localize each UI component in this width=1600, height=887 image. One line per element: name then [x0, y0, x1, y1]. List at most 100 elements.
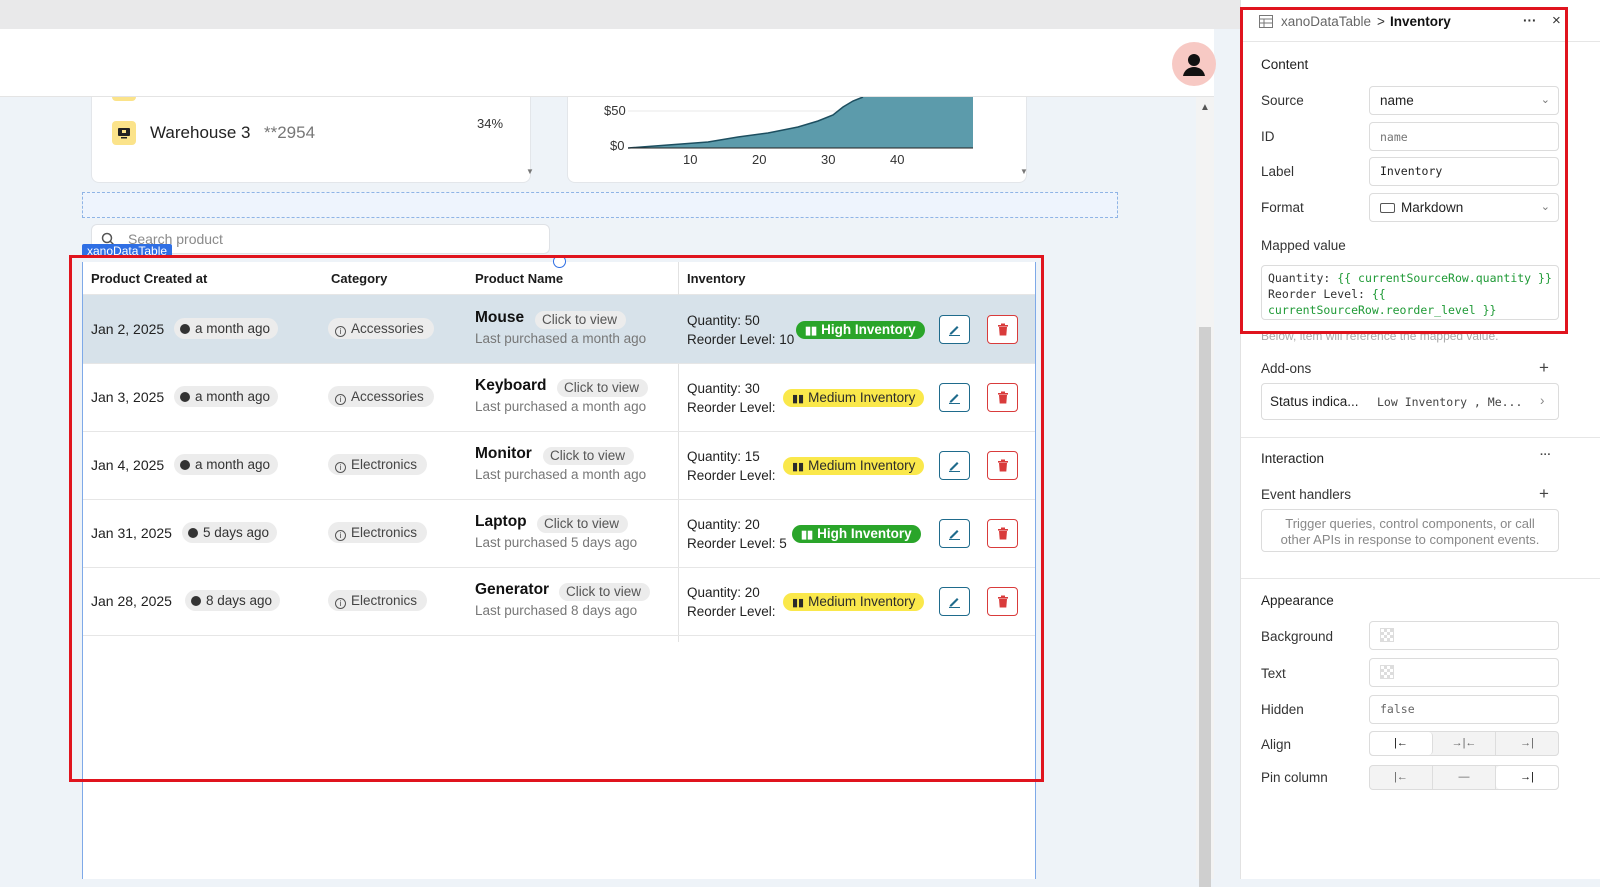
align-right-icon[interactable]: →|: [1520, 737, 1534, 749]
clock-icon: [180, 392, 190, 402]
delete-button[interactable]: [987, 383, 1018, 412]
edit-button[interactable]: [939, 315, 970, 344]
addon-name: Status indica...: [1270, 394, 1359, 409]
click-to-view-link[interactable]: Click to view: [537, 515, 629, 533]
code-text: Reorder Level:: [1268, 287, 1372, 301]
info-icon: i: [335, 326, 346, 337]
category-badge: i Electronics: [328, 454, 428, 475]
more-options-icon[interactable]: ···: [1540, 449, 1551, 461]
data-table: Product Created at Category Product Name…: [82, 262, 1036, 879]
hidden-input[interactable]: false: [1369, 695, 1559, 724]
last-purchased: Last purchased a month ago: [475, 331, 647, 346]
scroll-thumb[interactable]: [1199, 327, 1211, 887]
pin-none-icon[interactable]: —: [1433, 766, 1496, 789]
category-badge: i Electronics: [328, 522, 428, 543]
background-color-picker[interactable]: [1369, 621, 1559, 650]
bar-chart-icon: ▮▮: [792, 393, 805, 405]
component-label[interactable]: xanoDataTable: [82, 244, 173, 258]
user-avatar[interactable]: [1172, 42, 1216, 86]
chart-ytick: $0: [610, 138, 625, 153]
delete-button[interactable]: [987, 519, 1018, 548]
drop-zone[interactable]: [82, 192, 1118, 218]
bar-chart-icon: ▮▮: [805, 325, 818, 337]
hidden-label: Hidden: [1261, 702, 1304, 717]
table-header: Product Created at Category Product Name…: [83, 262, 1035, 295]
quantity-text: Quantity: 15: [687, 449, 760, 464]
scroll-down-icon[interactable]: ▼: [1020, 167, 1028, 176]
inventory-cell: Quantity: 20 Reorder Level: 5: [687, 515, 791, 555]
format-select[interactable]: Markdown ⌄: [1369, 193, 1559, 222]
add-event-handler-icon[interactable]: +: [1539, 484, 1549, 503]
edit-button[interactable]: [939, 451, 970, 480]
category-text: Accessories: [351, 321, 424, 336]
chart-ytick: $50: [604, 103, 626, 118]
canvas-scrollbar[interactable]: ▲: [1196, 97, 1214, 887]
info-icon: i: [335, 462, 346, 473]
code-text: Quantity:: [1268, 271, 1338, 285]
align-center-icon[interactable]: →|←: [1433, 732, 1496, 755]
delete-button[interactable]: [987, 451, 1018, 480]
time-ago-badge: a month ago: [174, 318, 279, 339]
label-input[interactable]: Inventory: [1369, 157, 1559, 186]
close-icon[interactable]: ×: [1552, 12, 1561, 29]
delete-button[interactable]: [987, 315, 1018, 344]
mapped-value-hint: Below, item will reference the mapped va…: [1261, 329, 1499, 343]
chevron-down-icon: ⌄: [1540, 94, 1550, 106]
edit-button[interactable]: [939, 587, 970, 616]
chart-xtick: 30: [821, 152, 836, 167]
status-text: Medium Inventory: [808, 390, 916, 405]
breadcrumb-parent[interactable]: xanoDataTable: [1281, 14, 1372, 29]
bar-chart-icon: ▮▮: [792, 597, 805, 609]
divider: [1241, 437, 1600, 438]
category-text: Accessories: [351, 389, 424, 404]
status-text: Medium Inventory: [808, 458, 916, 473]
pencil-icon: [949, 530, 960, 540]
more-options-icon[interactable]: ···: [1523, 13, 1537, 28]
source-select[interactable]: name ⌄: [1369, 86, 1559, 115]
click-to-view-link[interactable]: Click to view: [557, 379, 649, 397]
clock-icon: [188, 528, 198, 538]
section-title-content: Content: [1261, 57, 1309, 72]
inventory-cell: Quantity: 15 Reorder Level: 5: [687, 447, 779, 487]
reorder-text: Reorder Level: 5: [687, 536, 787, 551]
trash-icon: [997, 527, 1008, 540]
pencil-icon: [949, 326, 960, 336]
reorder-text: Reorder Level: 10: [687, 332, 795, 347]
align-left-icon[interactable]: |←: [1370, 732, 1433, 755]
column-header-category[interactable]: Category: [331, 271, 388, 286]
addon-item[interactable]: Status indica... Low Inventory , Me... ›: [1261, 383, 1559, 420]
quantity-text: Quantity: 20: [687, 585, 760, 600]
click-to-view-link[interactable]: Click to view: [559, 583, 651, 601]
click-to-view-link[interactable]: Click to view: [543, 447, 635, 465]
status-badge: ▮▮ High Inventory: [796, 321, 925, 339]
edit-button[interactable]: [939, 519, 970, 548]
align-segmented-control: |← →|← →|: [1369, 731, 1559, 756]
table-row[interactable]: Jan 2, 2025 a month ago i Accessories Mou…: [83, 295, 1035, 364]
click-to-view-link[interactable]: Click to view: [535, 311, 627, 329]
table-row[interactable]: Jan 28, 2025 8 days ago i Electronics Gen…: [83, 567, 1035, 636]
warehouse-code: **2954: [264, 123, 316, 142]
table-row[interactable]: Jan 4, 2025 a month ago i Electronics Mon…: [83, 431, 1035, 500]
id-input[interactable]: [1369, 122, 1559, 151]
column-header-product-name[interactable]: Product Name: [475, 271, 564, 286]
resize-handle[interactable]: [553, 255, 566, 268]
divider: [1241, 41, 1600, 42]
text-color-picker[interactable]: [1369, 658, 1559, 687]
table-row[interactable]: Jan 3, 2025 a month ago i Accessories Key…: [83, 363, 1035, 432]
reorder-text: Reorder Level: 1: [687, 400, 779, 415]
color-swatch: [1380, 628, 1394, 642]
scroll-up-icon[interactable]: ▲: [1200, 102, 1210, 113]
column-header-inventory[interactable]: Inventory: [687, 271, 746, 286]
column-divider: [678, 262, 679, 642]
scroll-down-icon[interactable]: ▼: [526, 167, 534, 176]
mapped-value-editor[interactable]: Quantity: {{ currentSourceRow.quantity }…: [1261, 265, 1559, 320]
add-addon-icon[interactable]: +: [1539, 358, 1549, 377]
delete-button[interactable]: [987, 587, 1018, 616]
pin-left-icon[interactable]: |←: [1370, 766, 1433, 789]
table-row[interactable]: Jan 31, 2025 5 days ago i Electronics Lap…: [83, 499, 1035, 568]
column-header-created[interactable]: Product Created at: [91, 271, 208, 286]
edit-button[interactable]: [939, 383, 970, 412]
category-text: Electronics: [351, 593, 418, 608]
pin-right-icon[interactable]: →|: [1496, 766, 1558, 789]
source-value: name: [1380, 93, 1414, 108]
